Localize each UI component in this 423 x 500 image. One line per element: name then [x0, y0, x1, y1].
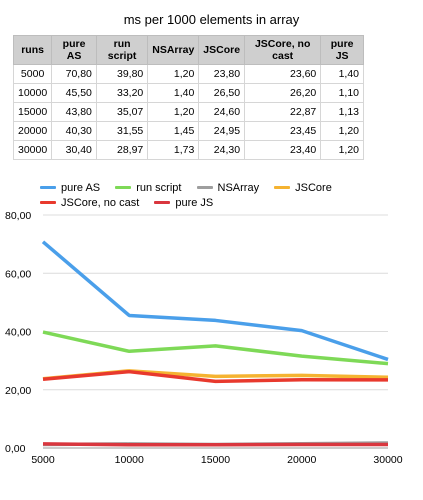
table-cell: 45,50 [51, 83, 97, 103]
table-cell: 1,20 [320, 121, 364, 141]
legend-swatch [154, 201, 171, 204]
table-cell: 1,40 [147, 83, 200, 103]
table-cell: 39,80 [95, 64, 149, 84]
legend-swatch [196, 186, 213, 189]
table-cell: 1,45 [147, 121, 200, 141]
table-cell: 1,40 [320, 64, 364, 84]
table-cell: 1,13 [320, 102, 364, 122]
legend-item: JSCore, no cast [40, 195, 139, 210]
table-cell: 24,60 [198, 102, 246, 122]
header-cell: run script [95, 35, 149, 65]
legend-label: run script [136, 181, 182, 194]
x-tick-label: 5000 [31, 454, 55, 466]
table-cell: 30,40 [51, 140, 97, 160]
series-line-pure-js [42, 442, 388, 447]
header-cell: pure JS [320, 35, 364, 65]
table-cell: 15000 [12, 102, 53, 122]
series-line-pure-as [41, 240, 389, 362]
table-title: ms per 1000 elements in array [123, 12, 300, 27]
table-cell: 20000 [12, 121, 53, 141]
table-cell: 23,45 [244, 121, 322, 141]
legend-item: JSCore [274, 180, 332, 195]
y-tick-label: 0,00 [5, 443, 26, 455]
legend-label: NSArray [217, 181, 260, 194]
x-tick-label: 10000 [115, 454, 144, 466]
table-cell: 70,80 [51, 64, 97, 84]
table-row: 20000 40,30 31,55 1,45 24,95 23,45 1,20 [12, 121, 364, 141]
x-tick-label: 30000 [373, 454, 402, 466]
y-tick-label: 80,00 [5, 210, 31, 222]
table-row: 30000 30,40 28,97 1,73 24,30 23,40 1,20 [12, 140, 364, 160]
table-cell: 23,40 [244, 140, 322, 160]
table-cell: 22,87 [244, 102, 322, 122]
table-cell: 31,55 [95, 121, 149, 141]
table-cell: 28,97 [95, 140, 149, 160]
legend-swatch [274, 186, 291, 189]
legend-item: pure JS [154, 195, 213, 210]
line-chart: 0,00 20,00 40,00 60,00 80,00 5000 10000 15000 20… [5, 210, 403, 466]
table-cell: 5000 [12, 64, 53, 84]
legend-label: pure AS [61, 181, 101, 194]
legend-item: pure AS [40, 180, 100, 195]
table-header-row: runs pure AS run script NSArray JSCore J… [12, 35, 364, 65]
table-cell: 1,20 [320, 140, 364, 160]
table-row: 10000 45,50 33,20 1,40 26,50 26,20 1,10 [12, 83, 364, 103]
table-cell: 1,20 [147, 102, 200, 122]
y-tick-label: 60,00 [5, 268, 31, 280]
table-cell: 40,30 [51, 121, 97, 141]
legend-swatch [40, 186, 56, 189]
table-cell: 23,80 [198, 64, 246, 84]
table-cell: 23,60 [244, 64, 322, 84]
x-tick-label: 20000 [287, 454, 316, 466]
legend-label: pure JS [175, 196, 214, 209]
table-cell: 35,07 [95, 102, 149, 122]
legend-label: JSCore, no cast [61, 196, 140, 209]
y-tick-label: 20,00 [5, 385, 31, 397]
header-cell: runs [12, 35, 53, 65]
table-cell: 1,10 [320, 83, 364, 103]
table-cell: 26,20 [244, 83, 322, 103]
header-cell: pure AS [51, 35, 97, 65]
table-cell: 1,73 [147, 140, 200, 160]
table-cell: 26,50 [198, 83, 246, 103]
legend-swatch [115, 186, 132, 189]
series-line-jscore-no-cast [42, 369, 389, 384]
header-cell: NSArray [147, 35, 200, 65]
legend-item: run script [115, 180, 181, 195]
table-cell: 30000 [12, 140, 53, 160]
header-cell: JSCore, no cast [244, 35, 322, 65]
table-cell: 33,20 [95, 83, 149, 103]
table-cell: 24,95 [198, 121, 246, 141]
table-row: 5000 70,80 39,80 1,20 23,80 23,60 1,40 [12, 64, 364, 84]
data-table: runs pure AS run script NSArray JSCore J… [12, 35, 364, 160]
table-cell: 43,80 [51, 102, 97, 122]
legend-label: JSCore [295, 181, 332, 194]
series-line-run-script [42, 330, 389, 366]
header-cell: JSCore [198, 35, 246, 65]
y-tick-label: 40,00 [5, 327, 31, 339]
table-cell: 10000 [12, 83, 53, 103]
x-tick-label: 15000 [201, 454, 230, 466]
legend-swatch [40, 201, 56, 204]
legend-item: NSArray [196, 180, 260, 195]
table-cell: 1,20 [147, 64, 200, 84]
chart-legend: pure AS run script NSArray JSCore JSCore… [40, 180, 400, 210]
table-cell: 24,30 [198, 140, 246, 160]
table-row: 15000 43,80 35,07 1,20 24,60 22,87 1,13 [12, 102, 364, 122]
